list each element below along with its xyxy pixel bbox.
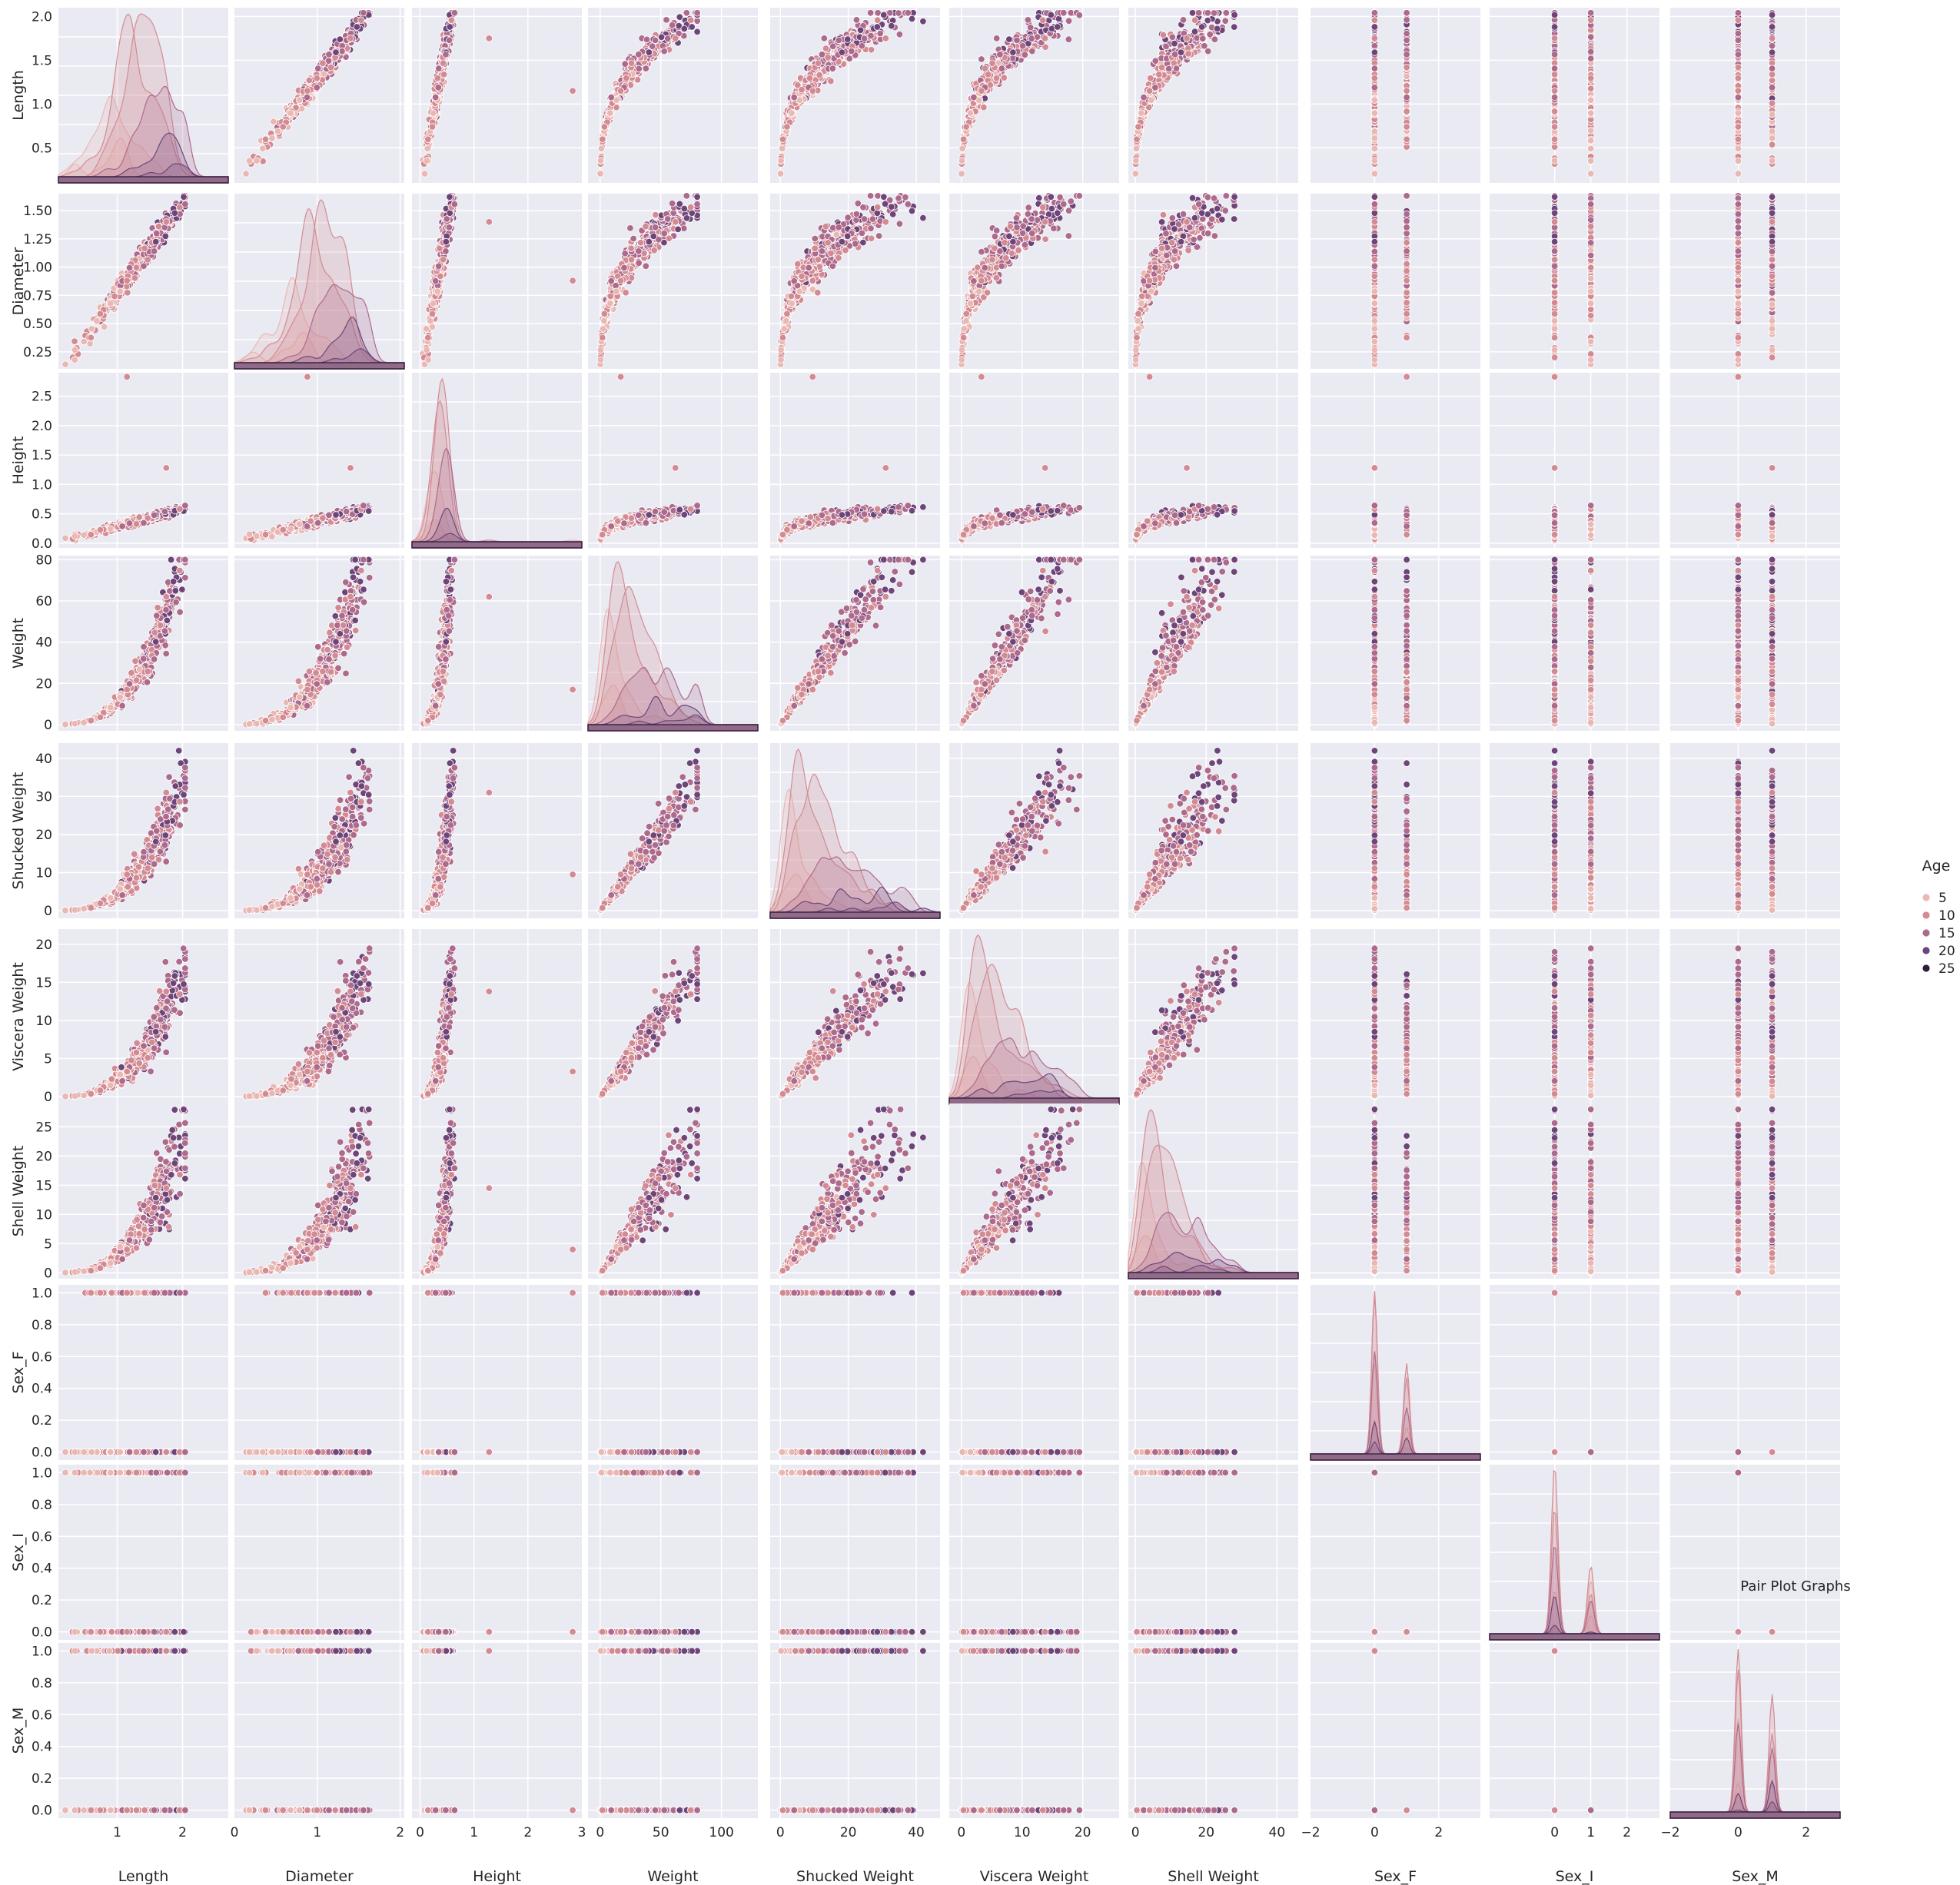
scatter-point	[600, 136, 606, 143]
scatter-point	[274, 128, 281, 135]
scatter-point	[306, 77, 313, 84]
scatter-point	[246, 158, 253, 164]
scatter-point	[260, 145, 267, 152]
scatter-point	[636, 65, 643, 72]
scatter-point	[296, 97, 303, 104]
scatter-point	[636, 51, 643, 58]
scatter-point	[254, 158, 261, 164]
scatter-point	[243, 171, 250, 178]
scatter-point	[676, 14, 683, 21]
scatter-point	[821, 35, 828, 42]
scatter-point	[623, 75, 630, 82]
scatter-point	[434, 75, 441, 82]
scatter-point	[360, 9, 367, 16]
scatter-point	[337, 36, 344, 43]
scatter-point	[326, 51, 333, 58]
scatter-point	[435, 65, 442, 72]
scatter-point	[608, 94, 615, 101]
scatter-point	[607, 110, 614, 117]
scatter-point	[597, 158, 604, 164]
panel-grid	[58, 8, 1840, 1818]
panel-0-3	[588, 8, 758, 183]
scatter-point	[304, 88, 311, 95]
scatter-point	[314, 75, 321, 82]
scatter-point	[333, 49, 340, 56]
scatter-point	[617, 88, 624, 95]
scatter-point	[435, 85, 442, 91]
scatter-point	[425, 136, 432, 143]
panel-0-2	[412, 8, 582, 183]
scatter-point	[689, 24, 696, 31]
scatter-point	[424, 145, 431, 152]
scatter-point	[687, 17, 694, 24]
scatter-point	[661, 48, 668, 55]
scatter-point	[683, 9, 690, 16]
scatter-point	[354, 24, 360, 31]
scatter-point	[598, 145, 605, 152]
scatter-point	[664, 35, 671, 42]
scatter-point	[646, 49, 653, 56]
scatter-point	[327, 64, 334, 71]
scatter-point	[446, 37, 453, 44]
scatter-point	[271, 118, 277, 125]
scatter-point	[443, 51, 450, 58]
scatter-point	[451, 9, 458, 16]
scatter-point	[432, 94, 439, 101]
scatter-point	[694, 28, 701, 35]
scatter-point	[672, 35, 679, 42]
scatter-point	[570, 88, 576, 95]
scatter-point	[320, 60, 327, 67]
scatter-point	[601, 124, 608, 131]
scatter-point	[262, 136, 269, 143]
scatter-point	[448, 17, 455, 24]
scatter-point	[920, 18, 927, 25]
scatter-point	[486, 35, 493, 42]
scatter-point	[424, 158, 430, 164]
scatter-point	[694, 9, 701, 16]
scatter-point	[628, 60, 635, 67]
scatter-point	[287, 110, 294, 117]
scatter-point	[447, 24, 453, 31]
scatter-point	[430, 110, 437, 117]
scatter-point	[896, 32, 903, 38]
scatter-point	[597, 171, 604, 178]
scatter-point	[339, 48, 346, 55]
scatter-point	[663, 17, 670, 24]
scatter-point	[440, 60, 447, 67]
panel-0-1	[234, 8, 404, 183]
kde-curve	[58, 177, 228, 183]
scatter-point	[314, 85, 321, 91]
scatter-point	[643, 65, 649, 72]
scatter-point	[649, 43, 656, 50]
scatter-point	[421, 171, 428, 178]
scatter-point	[658, 34, 665, 41]
scatter-point	[280, 124, 287, 131]
scatter-point	[681, 25, 688, 32]
scatter-point	[314, 65, 321, 72]
scatter-point	[622, 61, 629, 68]
panel-0-0	[58, 8, 228, 183]
scatter-point	[347, 35, 354, 42]
scatter-point	[304, 94, 311, 101]
scatter-point	[358, 17, 365, 24]
scatter-point	[429, 124, 436, 131]
scatter-point	[652, 37, 659, 44]
panel-0-4	[770, 8, 940, 183]
scatter-point	[643, 36, 650, 43]
scatter-point	[269, 135, 276, 142]
scatter-point	[440, 71, 447, 78]
